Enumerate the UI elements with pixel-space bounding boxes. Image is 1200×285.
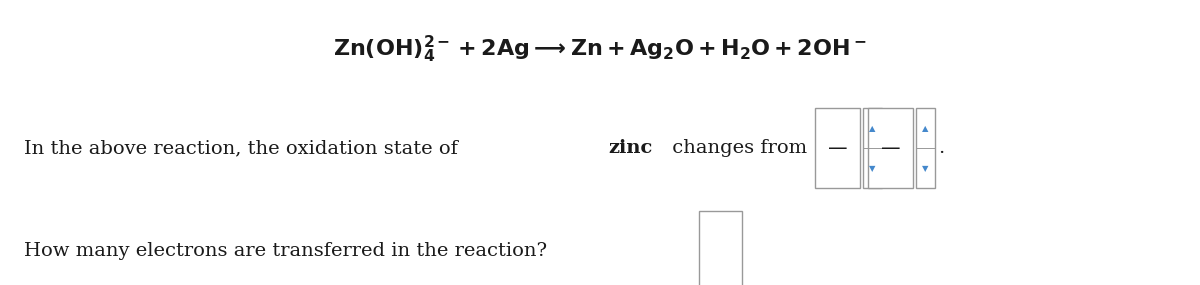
Text: How many electrons are transferred in the reaction?: How many electrons are transferred in th… xyxy=(24,242,547,260)
Text: ▲: ▲ xyxy=(869,124,876,133)
Text: ▼: ▼ xyxy=(922,164,929,173)
Text: $\bf{Zn(OH)_4^{2-} + 2Ag}$$\bf{{\longrightarrow}}$$\bf{Zn + Ag_2O+ H_2O+ 2OH^-}$: $\bf{Zn(OH)_4^{2-} + 2Ag}$$\bf{{\longrig… xyxy=(334,34,866,65)
Text: ▼: ▼ xyxy=(869,164,876,173)
Text: changes from: changes from xyxy=(666,139,808,157)
Text: —: — xyxy=(881,139,900,158)
Bar xyxy=(868,108,913,188)
Text: .: . xyxy=(938,139,944,157)
Text: —: — xyxy=(828,139,847,158)
Bar xyxy=(916,108,935,188)
Text: In the above reaction, the oxidation state of: In the above reaction, the oxidation sta… xyxy=(24,139,464,157)
Bar xyxy=(698,211,742,285)
Bar xyxy=(815,108,860,188)
Text: zinc: zinc xyxy=(608,139,653,157)
Text: to: to xyxy=(892,139,911,157)
Text: ▲: ▲ xyxy=(922,124,929,133)
Bar xyxy=(863,108,882,188)
